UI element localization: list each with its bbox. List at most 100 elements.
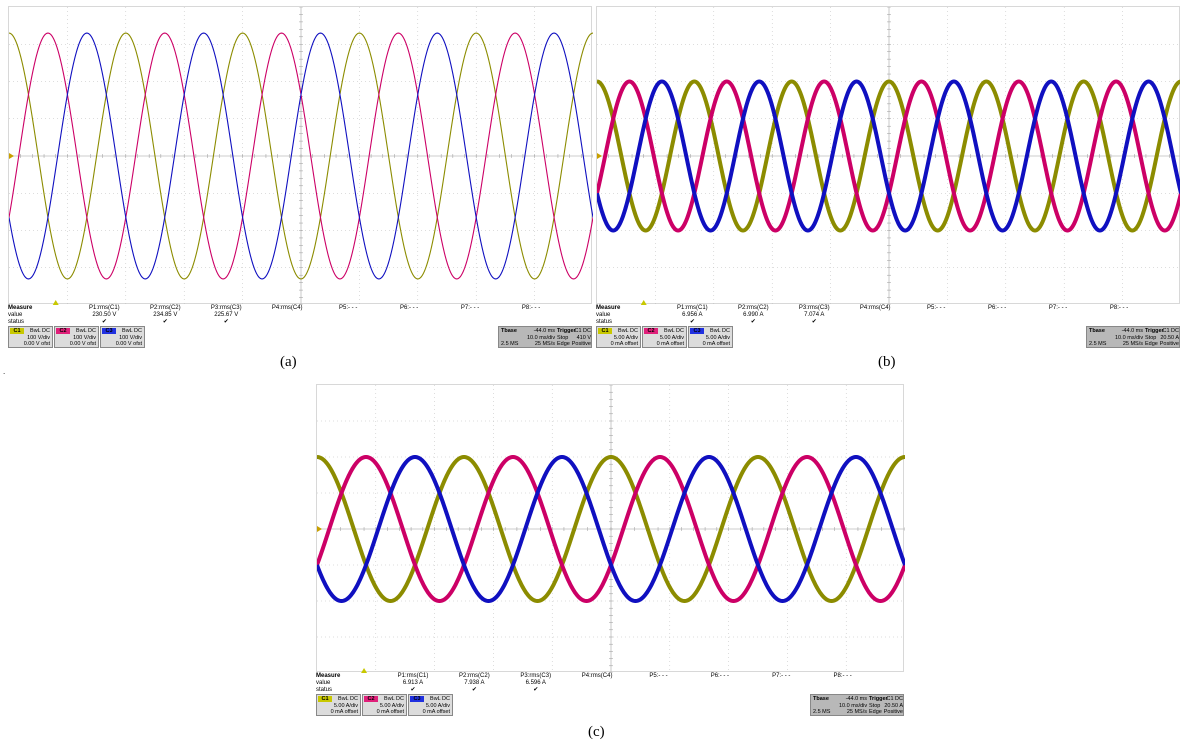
timebase-trigger-descriptor[interactable]: Tbase 2.5 MS -44.0 ms 10.0 ms/div 25 MS/s Tri…: [498, 326, 592, 348]
measure-param-name[interactable]: P3:rms(C3): [210, 305, 242, 311]
descriptor-delay: -44.0 ms: [533, 328, 555, 334]
measure-param-name[interactable]: P2:rms(C2): [149, 305, 181, 311]
measure-table: Measure value status P1:rms(C1) 230.50 V ✔ P2:…: [8, 305, 592, 327]
measure-param-name[interactable]: P8:- - -: [1109, 305, 1129, 311]
channel-descriptor-c1[interactable]: C1 BwL DC 5.00 A/div 0 mA offset: [316, 694, 361, 716]
measure-param-status[interactable]: ✔: [533, 687, 539, 693]
measure-param-name[interactable]: P1:rms(C1): [677, 305, 708, 311]
timebase-trigger-descriptor[interactable]: Tbase 2.5 MS -44.0 ms 10.0 ms/div 25 MS/s Tri…: [810, 694, 904, 716]
measure-param-name[interactable]: P4:rms(C4): [859, 305, 891, 311]
measure-param-name[interactable]: P7:- - -: [1048, 305, 1068, 311]
measure-row-label: Measure: [596, 305, 621, 311]
channel-coupling: BwL DC: [710, 328, 730, 334]
channel-offset: 0 mA offset: [422, 709, 450, 715]
measure-param-name[interactable]: P8:- - -: [521, 305, 541, 311]
channel-scale: 5.00 A/div: [379, 703, 404, 709]
measure-param-name[interactable]: P7:- - -: [772, 673, 791, 679]
channel-descriptor-c2[interactable]: C2 BwL DC 5.00 A/div 0 mA offset: [362, 694, 407, 716]
channel-tag: C1: [318, 696, 332, 702]
measure-param-name[interactable]: P3:rms(C3): [798, 305, 830, 311]
measure-table: Measure value status P1:rms(C1) 6.913 A ✔ P2:r…: [316, 673, 904, 695]
waveform-plot: [317, 385, 905, 673]
descriptor-slope: Positive: [1159, 341, 1179, 347]
channel-descriptor-c2[interactable]: C2 BwL DC 5.00 A/div 0 mA offset: [642, 326, 687, 348]
trace-c1: [597, 79, 1180, 233]
channel-scale: 5.00 A/div: [425, 703, 450, 709]
channel-tag: C3: [690, 328, 704, 334]
channel-offset: 0 mA offset: [702, 341, 730, 347]
channel-offset: 0 mA offset: [656, 341, 684, 347]
measure-param-name[interactable]: P6:- - -: [399, 305, 419, 311]
channel-descriptor-c1[interactable]: C1 BwL DC 100 V/div 0.00 V ofst: [8, 326, 53, 348]
ground-level-marker-icon: [597, 153, 602, 159]
measure-param-name[interactable]: P6:- - -: [987, 305, 1007, 311]
channel-descriptor-c3[interactable]: C3 BwL DC 5.00 A/div 0 mA offset: [408, 694, 453, 716]
measure-param-status[interactable]: ✔: [471, 687, 477, 693]
measure-param-name[interactable]: P5:- - -: [927, 305, 946, 311]
measure-param-name[interactable]: P1:rms(C1): [89, 305, 120, 311]
measure-param-name[interactable]: P4:rms(C4): [271, 305, 303, 311]
ground-level-marker-icon: [317, 526, 322, 532]
measure-param-status[interactable]: ✔: [101, 319, 107, 325]
channel-descriptor-c2[interactable]: C2 BwL DC 100 V/div 0.00 V ofst: [54, 326, 99, 348]
channel-offset: 0.00 V ofst: [115, 341, 142, 347]
measure-param-value[interactable]: 225.67 V: [214, 312, 239, 318]
measure-param-value[interactable]: 7.938 A: [464, 680, 485, 686]
measure-param-value[interactable]: 7.074 A: [804, 312, 825, 318]
channel-offset: 0 mA offset: [610, 341, 638, 347]
measure-param-name[interactable]: P8:- - -: [833, 673, 852, 679]
channel-scale: 100 V/div: [27, 335, 50, 341]
measure-row-label: Measure: [8, 305, 33, 311]
descriptor-src: C1 DC: [574, 328, 591, 334]
channel-scale: 100 V/div: [119, 335, 142, 341]
measure-param-name[interactable]: P1:rms(C1): [397, 673, 429, 679]
measure-param-value[interactable]: 234.85 V: [153, 312, 178, 318]
timebase-trigger-descriptor[interactable]: Tbase 2.5 MS -44.0 ms 10.0 ms/div 25 MS/s Tri…: [1086, 326, 1180, 348]
descriptor-level: 410 V: [576, 334, 591, 341]
waveform-plot: [9, 7, 593, 305]
channel-scale: 100 V/div: [73, 335, 96, 341]
measure-param-name[interactable]: P2:rms(C2): [459, 673, 490, 679]
measure-param-name[interactable]: P5:- - -: [649, 673, 668, 679]
measure-param-value[interactable]: 6.596 A: [525, 680, 546, 686]
channel-descriptor-c3[interactable]: C3 BwL DC 5.00 A/div 0 mA offset: [688, 326, 733, 348]
measure-param-status[interactable]: ✔: [689, 319, 695, 325]
measure-param-status[interactable]: ✔: [162, 319, 168, 325]
measure-param-status[interactable]: ✔: [223, 319, 229, 325]
measure-param-name[interactable]: P2:rms(C2): [737, 305, 769, 311]
descriptor-level: 20.50 A: [1160, 334, 1179, 341]
scope-panel-c: Measure value status P1:rms(C1) 6.913 A ✔ P2:r…: [316, 384, 905, 724]
waveform-screen: [316, 384, 905, 673]
trace-c3: [9, 32, 593, 280]
measure-param-value[interactable]: 6.990 A: [743, 312, 764, 318]
channel-coupling: BwL DC: [430, 696, 450, 702]
measure-param-name[interactable]: P7:- - -: [460, 305, 480, 311]
channel-offset: 0 mA offset: [330, 709, 358, 715]
measure-param-status[interactable]: ✔: [811, 319, 817, 325]
waveform-screen: [8, 6, 593, 305]
measure-param-value[interactable]: 6.913 A: [402, 680, 424, 686]
channel-descriptor-c1[interactable]: C1 BwL DC 5.00 A/div 0 mA offset: [596, 326, 641, 348]
descriptor-type: Edge: [1145, 341, 1158, 347]
measure-row-label: status: [8, 319, 25, 325]
measure-param-status[interactable]: ✔: [750, 319, 756, 325]
channel-descriptor-c3[interactable]: C3 BwL DC 100 V/div 0.00 V ofst: [100, 326, 145, 348]
measure-param-name[interactable]: P3:rms(C3): [520, 673, 552, 679]
descriptor-label: Tbase: [501, 328, 517, 334]
channel-tag: C2: [644, 328, 658, 334]
channel-coupling: BwL DC: [122, 328, 142, 334]
waveform-screen: [596, 6, 1180, 305]
descriptor-src: C1 DC: [1162, 328, 1179, 334]
measure-row-label: value: [316, 680, 331, 686]
measure-param-name[interactable]: P6:- - -: [710, 673, 730, 679]
measure-row-label: status: [596, 319, 613, 325]
measure-row-label: status: [316, 687, 333, 693]
measure-param-name[interactable]: P4:rms(C4): [581, 673, 613, 679]
descriptor-per_div: 10.0 ms/div: [839, 702, 868, 709]
measure-param-name[interactable]: P5:- - -: [339, 305, 358, 311]
descriptor-level: 20.50 A: [884, 702, 903, 709]
measure-param-status[interactable]: ✔: [410, 687, 416, 693]
measure-param-value[interactable]: 6.956 A: [682, 312, 703, 318]
measure-param-value[interactable]: 230.50 V: [92, 312, 117, 318]
measure-table: Measure value status P1:rms(C1) 6.956 A ✔ P2:r…: [596, 305, 1180, 327]
